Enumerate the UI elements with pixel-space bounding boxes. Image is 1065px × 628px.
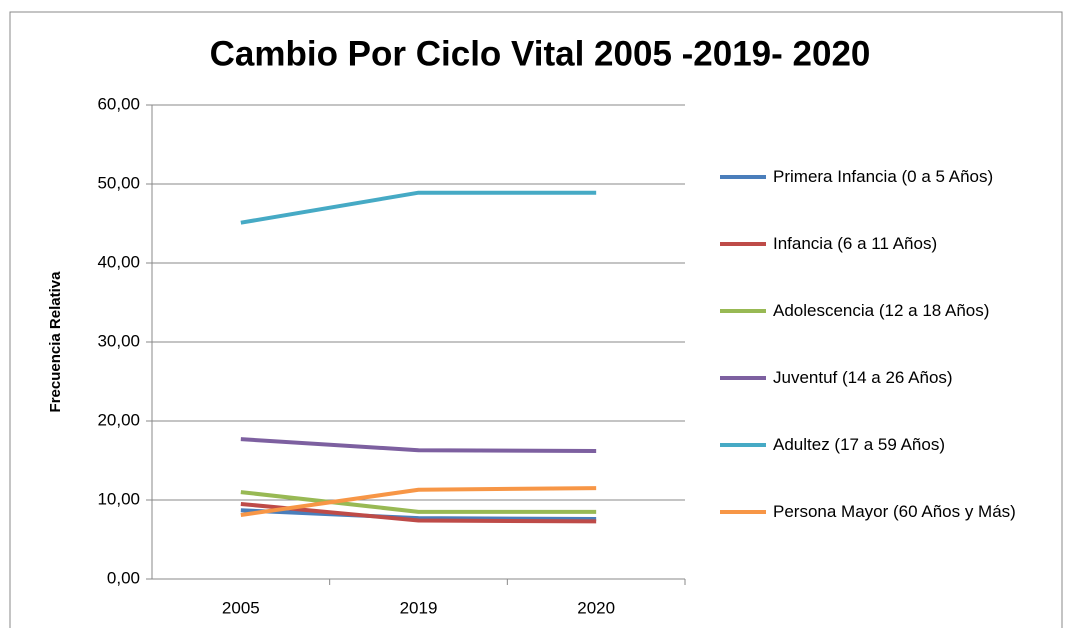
legend-label: Infancia (6 a 11 Años) bbox=[773, 234, 938, 253]
series-line bbox=[240, 437, 597, 454]
series-line bbox=[240, 501, 597, 524]
legend-label: Primera Infancia (0 a 5 Años) bbox=[773, 167, 994, 186]
y-tick-label: 60,00 bbox=[97, 94, 140, 113]
y-tick-label: 30,00 bbox=[97, 331, 140, 350]
chart-title: Cambio Por Ciclo Vital 2005 -2019- 2020 bbox=[210, 34, 871, 73]
x-tick-label: 2005 bbox=[222, 598, 260, 617]
y-tick-label: 50,00 bbox=[97, 173, 140, 192]
chart-frame bbox=[9, 11, 1063, 628]
x-tick-label: 2020 bbox=[577, 598, 615, 617]
legend-label: Adolescencia (12 a 18 Años) bbox=[773, 301, 990, 320]
y-tick-label: 10,00 bbox=[97, 489, 140, 508]
legend-label: Juventuf (14 a 26 Años) bbox=[773, 368, 953, 387]
series-line bbox=[240, 508, 597, 521]
series-line bbox=[240, 190, 597, 225]
y-axis-label: Frecuencia Relativa bbox=[47, 271, 64, 413]
series-line bbox=[240, 486, 597, 517]
series-line bbox=[240, 490, 597, 514]
x-tick-label: 2019 bbox=[400, 598, 438, 617]
y-tick-label: 40,00 bbox=[97, 252, 140, 271]
legend-label: Persona Mayor (60 Años y Más) bbox=[773, 502, 1016, 521]
y-tick-label: 0,00 bbox=[107, 568, 140, 587]
y-tick-label: 20,00 bbox=[97, 410, 140, 429]
legend-label: Adultez (17 a 59 Años) bbox=[773, 435, 946, 454]
